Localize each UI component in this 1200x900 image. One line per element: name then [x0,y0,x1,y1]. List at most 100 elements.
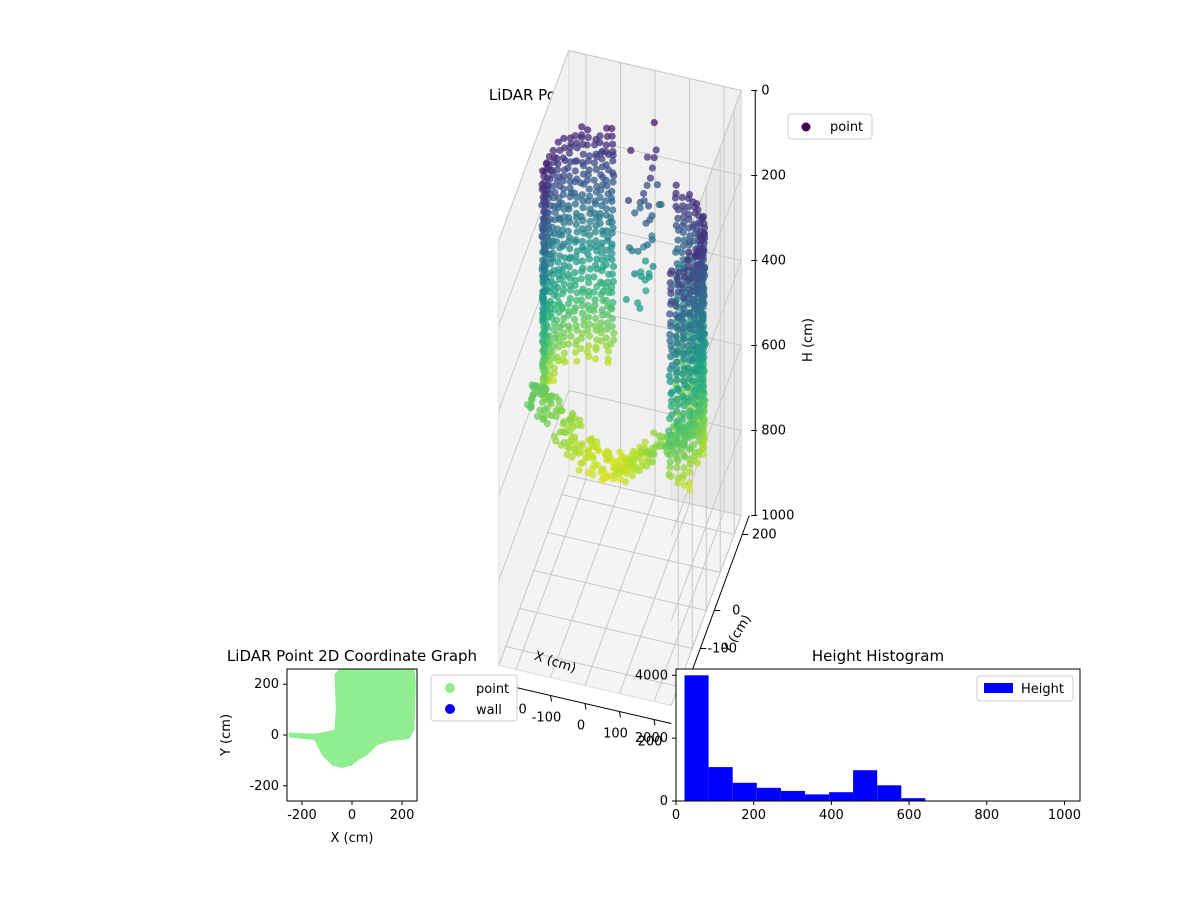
point-3d [657,200,665,209]
x-tick-3d [550,695,552,702]
point-3d [667,285,675,293]
point-3d [579,204,587,212]
point-3d [552,412,560,420]
z-axis-label-3d: H (cm) [801,318,816,362]
point-3d [674,401,682,409]
point-3d [673,463,681,471]
point-3d [672,221,680,230]
point-3d [674,479,682,487]
point-3d [540,226,548,234]
point-3d [583,348,592,356]
point-3d [578,243,587,251]
point-3d [608,270,617,278]
point-3d [556,252,564,260]
point-3d [578,123,586,131]
point-3d [539,272,547,280]
point-3d [691,386,699,394]
point-3d [540,306,548,314]
point-3d [565,172,573,180]
point-3d [586,231,594,239]
point-3d [646,174,655,182]
point-3d [680,377,688,385]
point-3d [673,323,681,331]
point-3d [580,321,588,329]
point-3d [539,337,547,345]
point-3d [540,262,549,270]
chart-2d: LiDAR Point 2D Coordinate Graph -200 0 200… [219,647,518,846]
point-3d [665,427,673,435]
point-3d [650,119,658,127]
point-3d [666,458,674,466]
chart-3d-points [523,119,710,494]
point-3d [698,419,707,427]
point-3d [552,437,560,445]
point-3d [599,474,607,482]
point-3d [604,359,612,367]
grid-line [505,646,679,687]
point-3d [539,347,547,355]
point-3d [685,291,694,299]
chart-2d-legend: point wall [430,674,518,722]
point-3d [578,159,587,167]
point-3d [590,209,599,217]
point-3d [602,261,610,269]
point-3d [609,262,618,271]
point-3d [623,458,631,466]
point-3d [593,336,601,344]
point-3d [609,169,617,177]
point-3d [579,170,588,178]
point-3d [571,315,579,323]
y-tick-label-2d: 200 [254,677,279,692]
point-3d [605,347,613,355]
point-3d [597,171,605,179]
point-3d [691,300,699,308]
point-3d [673,376,681,384]
point-3d [591,301,599,309]
point-3d [585,287,593,296]
point-3d [666,463,674,471]
point-3d [650,429,658,437]
x-tick-label-2d: -200 [287,808,317,823]
point-3d [648,164,657,172]
point-3d [631,270,639,278]
grid-line [670,430,742,621]
point-3d [550,326,558,334]
point-3d [668,411,676,419]
point-3d [579,140,587,148]
point-3d [625,244,633,252]
point-3d [642,219,650,227]
point-3d [685,420,693,429]
chart-2d-title: LiDAR Point 2D Coordinate Graph [227,647,477,665]
legend-wall-label: wall [476,703,502,718]
point-3d [585,166,593,174]
point-3d [680,268,688,276]
point-3d [540,287,548,295]
point-3d [551,334,559,342]
point-3d [666,337,674,345]
histogram-bars [684,675,926,801]
point-3d [541,189,549,197]
point-3d [592,165,600,173]
histogram-ticks: 0 200 400 600 800 1000 0 2000 4000 [635,668,1081,823]
point-3d [566,178,574,186]
point-3d [666,331,674,339]
point-3d [569,409,577,418]
point-3d [572,220,581,229]
point-3d [554,138,562,146]
point-3d [608,283,616,291]
point-3d [579,285,587,293]
point-3d [593,182,601,191]
point-3d [567,140,575,148]
point-3d [615,469,623,477]
point-3d [679,370,687,378]
point-3d [603,227,611,235]
point-3d [686,368,694,376]
point-3d [668,397,676,405]
x-tick-label-3d: 0 [577,719,585,734]
point-3d [586,332,594,340]
point-3d [671,194,680,202]
point-3d [692,250,700,259]
point-3d [556,244,564,252]
point-3d [565,149,574,157]
point-3d [527,403,535,411]
